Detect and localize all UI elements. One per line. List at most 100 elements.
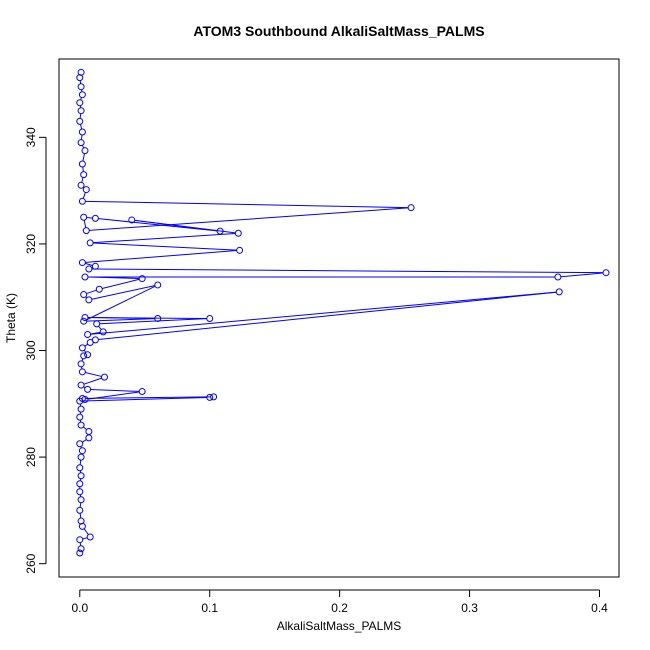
series-segment <box>80 134 83 140</box>
x-axis-label: AlkaliSaltMass_PALMS <box>277 619 402 633</box>
series-segment <box>85 200 409 209</box>
data-point <box>234 229 242 237</box>
data-point <box>78 368 86 376</box>
data-point <box>77 83 85 91</box>
series-segment <box>80 124 83 130</box>
plot-frame <box>58 58 620 578</box>
series-segment <box>82 396 207 402</box>
x-tick-label: 0.2 <box>331 601 348 615</box>
series-segment <box>91 285 155 300</box>
series-segment <box>86 285 156 321</box>
data-point <box>78 197 86 205</box>
data-point <box>77 360 85 368</box>
data-point <box>78 259 86 267</box>
series-segment <box>82 166 84 172</box>
data-point <box>91 262 99 270</box>
series-segment <box>90 389 140 392</box>
y-axis-label: Theta (K) <box>4 293 18 343</box>
series-segment <box>98 325 102 330</box>
data-point <box>77 139 85 147</box>
data-point <box>210 393 218 401</box>
data-point <box>76 99 84 107</box>
data-point <box>85 434 93 442</box>
series-segment <box>91 268 604 274</box>
data-point <box>86 239 94 247</box>
series-segment <box>99 318 207 325</box>
data-point <box>91 336 99 344</box>
data-point <box>100 373 108 381</box>
data-point <box>84 331 92 339</box>
series-segment <box>82 537 88 540</box>
data-point <box>236 246 244 254</box>
series-segment <box>86 289 97 295</box>
data-point <box>76 536 84 544</box>
data-point <box>216 227 224 235</box>
x-axis: 0.0 0.1 0.2 0.3 0.4 <box>71 589 608 615</box>
data-point <box>76 549 84 557</box>
data-point <box>78 344 86 352</box>
data-point <box>93 320 101 328</box>
series-segment <box>82 192 86 199</box>
data-point <box>77 545 85 553</box>
y-tick-label: 280 <box>24 447 38 467</box>
data-point <box>77 68 85 76</box>
data-point <box>128 216 136 224</box>
x-tick-label: 0.0 <box>71 601 88 615</box>
data-point <box>76 117 84 125</box>
series-segment <box>87 317 155 319</box>
data-point <box>407 204 415 212</box>
data-point <box>77 472 85 480</box>
series-segment <box>83 220 87 228</box>
data-point <box>554 273 562 281</box>
data-point <box>154 315 162 323</box>
series-segment <box>79 460 82 465</box>
data-point <box>77 453 85 461</box>
y-tick-label: 320 <box>24 234 38 254</box>
data-point <box>85 296 93 304</box>
data-point <box>77 107 85 115</box>
data-point <box>80 317 88 325</box>
series-segment <box>79 113 82 119</box>
series-segment <box>90 291 557 335</box>
series-segment <box>87 391 140 400</box>
series-segment <box>86 217 93 219</box>
data-point <box>154 281 162 289</box>
x-tick-label: 0.3 <box>461 601 478 615</box>
data-point <box>206 315 214 323</box>
data-point <box>80 171 88 179</box>
data-point <box>78 128 86 136</box>
data-point <box>81 396 89 404</box>
x-tick-label: 0.1 <box>201 601 218 615</box>
data-point <box>138 275 146 283</box>
data-point <box>81 147 89 155</box>
data-point <box>76 464 84 472</box>
data-point <box>80 352 88 360</box>
series-segment <box>93 232 236 244</box>
data-point <box>77 381 85 389</box>
x-tick-label: 0.4 <box>591 601 608 615</box>
data-point <box>86 533 94 541</box>
series-segment <box>85 372 102 377</box>
data-point <box>84 351 92 359</box>
data-point <box>80 291 88 299</box>
series-segment <box>85 250 237 263</box>
data-point <box>76 413 84 421</box>
series-segment <box>90 331 101 335</box>
data-point <box>77 181 85 189</box>
series-segment <box>560 272 604 278</box>
data-point <box>77 496 85 504</box>
data-point <box>77 517 85 525</box>
data-series <box>76 68 610 557</box>
data-point <box>77 421 85 429</box>
y-tick-label: 300 <box>24 340 38 360</box>
series-segment <box>93 242 237 251</box>
series-segment <box>83 377 102 385</box>
series-segment <box>83 426 87 430</box>
series-segment <box>82 439 87 443</box>
data-point <box>82 186 90 194</box>
y-tick-label: 260 <box>24 553 38 573</box>
data-point <box>602 269 610 277</box>
y-axis: 260 280 300 320 340 <box>24 127 47 574</box>
data-point <box>81 313 89 321</box>
data-point <box>91 214 99 222</box>
